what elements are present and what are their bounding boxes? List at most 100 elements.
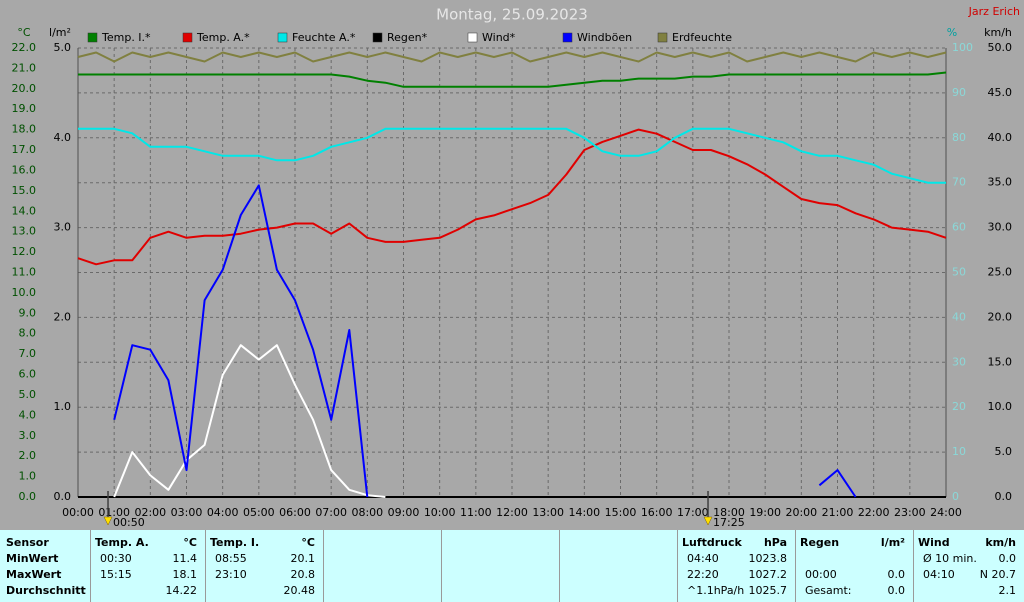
group-unit: km/h: [985, 536, 1016, 549]
y3-tick-label: 60: [952, 221, 966, 234]
row-time: ^1.1hPa/h: [687, 584, 745, 597]
y-tick-label: 8.0: [19, 327, 37, 340]
y2-tick-label: 3.0: [54, 221, 72, 234]
chart-title: Montag, 25.09.2023: [436, 6, 588, 24]
row-value: 20.1: [290, 552, 316, 565]
group-name: Wind: [918, 536, 950, 549]
y2-tick-label: 2.0: [54, 310, 72, 323]
group-unit: °C: [301, 536, 315, 549]
y-tick-label: 20.0: [12, 82, 37, 95]
y-tick-label: 7.0: [19, 347, 37, 360]
row-value: 11.4: [172, 552, 198, 565]
y4-tick-label: 50.0: [988, 41, 1013, 54]
y4-tick-label: 40.0: [988, 131, 1013, 144]
x-tick-label: 22:00: [858, 506, 890, 519]
row-time: 15:15: [100, 568, 132, 581]
row-label: Durchschnitt: [6, 584, 86, 597]
x-tick-label: 14:00: [568, 506, 600, 519]
y3-tick-label: 30: [952, 355, 966, 368]
series-line: [77, 51, 947, 63]
station-name: Jarz Erich: [968, 5, 1020, 18]
group-unit: l/m²: [880, 536, 905, 549]
x-tick-label: 21:00: [822, 506, 854, 519]
y-tick-label: 21.0: [12, 61, 37, 74]
y-tick-label: 2.0: [19, 449, 37, 462]
y2-tick-label: 5.0: [54, 41, 72, 54]
group-name: Regen: [800, 536, 840, 549]
series-line: [78, 71, 947, 88]
column-separator: [913, 530, 914, 602]
column-separator: [559, 530, 560, 602]
legend-label: Temp. A.*: [196, 31, 250, 44]
x-tick-label: 24:00: [930, 506, 962, 519]
x-tick-label: 10:00: [424, 506, 456, 519]
y-tick-label: 5.0: [19, 388, 37, 401]
legend-label: Regen*: [387, 31, 428, 44]
column-separator: [205, 530, 206, 602]
y-tick-label: 22.0: [12, 41, 37, 54]
row-time: Ø 10 min.: [923, 552, 977, 565]
row-time: Gesamt:: [805, 584, 852, 597]
x-tick-label: 20:00: [785, 506, 817, 519]
series-line: [77, 128, 947, 266]
legend-swatch: [87, 32, 98, 43]
stats-table: Sensor MinWert MaxWert Durchschnitt Temp. A.…: [0, 530, 1024, 602]
y4-tick-label: 25.0: [988, 266, 1013, 279]
y3-tick-label: 80: [952, 131, 966, 144]
y-tick-label: 3.0: [19, 429, 37, 442]
sun-icon: [703, 516, 713, 526]
column-separator: [441, 530, 442, 602]
row-value: 0.0: [998, 552, 1017, 565]
series-line: [78, 127, 946, 184]
y3-tick-label: 0: [952, 490, 959, 503]
legend-label: Temp. I.*: [101, 31, 151, 44]
y-tick-label: 19.0: [12, 102, 37, 115]
x-tick-label: 11:00: [460, 506, 492, 519]
y4-tick-label: 0.0: [995, 490, 1013, 503]
y-tick-label: 15.0: [12, 184, 37, 197]
x-tick-label: 01:00: [98, 506, 130, 519]
y-tick-label: 16.0: [12, 163, 37, 176]
y2-tick-label: 1.0: [54, 400, 72, 413]
x-tick-label: 08:00: [351, 506, 383, 519]
x-tick-label: 07:00: [315, 506, 347, 519]
y3-tick-label: 20: [952, 400, 966, 413]
legend-label: Erdfeuchte: [672, 31, 732, 44]
y-tick-label: 1.0: [19, 470, 37, 483]
row-time: 00:30: [100, 552, 132, 565]
x-tick-label: 17:00: [677, 506, 709, 519]
row-time: 22:20: [687, 568, 719, 581]
y4-tick-label: 15.0: [988, 355, 1013, 368]
row-time: 23:10: [215, 568, 247, 581]
y3-tick-label: 90: [952, 86, 966, 99]
row-time: 04:40: [687, 552, 719, 565]
row-label: MinWert: [6, 552, 59, 565]
y-tick-label: 18.0: [12, 123, 37, 136]
y4-tick-label: 10.0: [988, 400, 1013, 413]
sun-time-label: 00:50: [113, 516, 145, 529]
series-line: [113, 184, 857, 498]
row-value: 2.1: [998, 584, 1017, 597]
y-tick-label: 13.0: [12, 225, 37, 238]
sun-icon: [103, 516, 113, 526]
y-tick-label: 4.0: [19, 408, 37, 421]
x-tick-label: 00:00: [62, 506, 94, 519]
row-label: MaxWert: [6, 568, 62, 581]
row-value: 0.0: [887, 584, 906, 597]
legend-swatch: [277, 32, 288, 43]
x-tick-label: 15:00: [605, 506, 637, 519]
x-tick-label: 12:00: [496, 506, 528, 519]
series-line: [113, 344, 386, 498]
group-unit: °C: [183, 536, 197, 549]
y3-tick-label: 40: [952, 310, 966, 323]
y4-tick-label: 35.0: [988, 176, 1013, 189]
row-value: 1025.7: [748, 584, 788, 597]
column-separator: [323, 530, 324, 602]
row-value: 20.48: [283, 584, 316, 597]
y4-tick-label: 45.0: [988, 86, 1013, 99]
y-axis-unit: °C: [17, 26, 31, 39]
legend-swatch: [562, 32, 573, 43]
group-unit: hPa: [763, 536, 787, 549]
group-name: Temp. I.: [210, 536, 260, 549]
legend-swatch: [372, 32, 383, 43]
